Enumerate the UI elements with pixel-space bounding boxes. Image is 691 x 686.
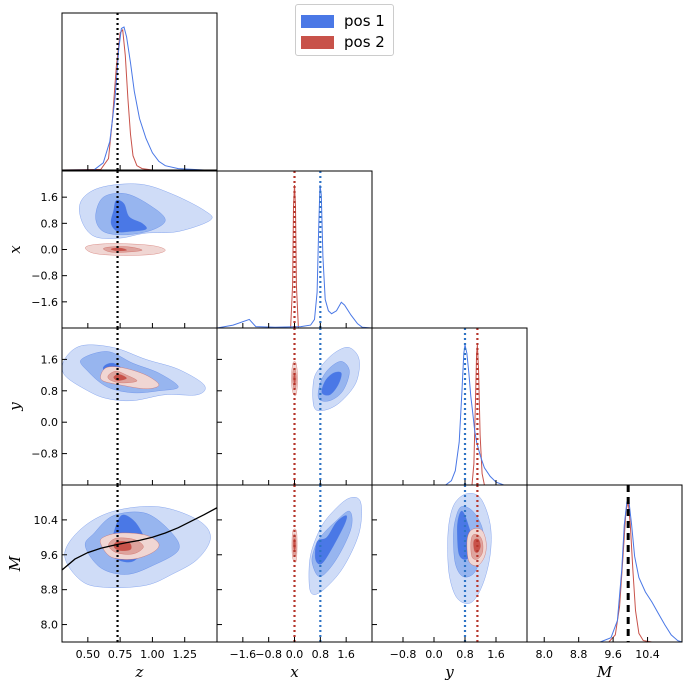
x-tick-label-z: 0.75 (108, 648, 133, 661)
panel-x-vs-z-contours (79, 183, 213, 256)
y-axis-label-y: y (6, 402, 24, 412)
x-tick-label-M: 9.6 (604, 648, 622, 661)
marginal-curve-pos-1 (62, 26, 217, 170)
contour-pos-1-level-3 (321, 371, 342, 396)
legend-swatch-pos-2 (301, 35, 334, 49)
marginal-curve-pos-2 (217, 184, 372, 328)
x-tick-label-z: 1.00 (140, 648, 165, 661)
panel-marginal-y-background (372, 328, 527, 485)
y-tick-label-y: −0.8 (31, 448, 58, 461)
x-tick-label-x: 1.6 (337, 648, 355, 661)
contour-pos-1-level-3 (110, 199, 147, 233)
x-tick-label-z: 0.50 (76, 648, 101, 661)
legend-label-pos-2: pos 2 (344, 33, 385, 51)
legend-label-pos-1: pos 1 (344, 12, 385, 30)
panel-marginal-M-background (527, 485, 682, 642)
panel-marginal-M-frame (526, 484, 683, 643)
y-axis-label-M: M (6, 555, 24, 572)
x-tick-label-x: 0.8 (312, 648, 330, 661)
x-axis-label-y: y (444, 663, 454, 681)
panel-y-vs-z-contours (62, 344, 206, 402)
x-tick-label-y: −0.8 (390, 648, 417, 661)
x-tick-label-x: −0.8 (255, 648, 282, 661)
y-tick-label-x: −0.8 (31, 270, 58, 283)
legend-item-pos-1: pos 1 (301, 11, 385, 31)
y-axis-label-x: x (6, 245, 24, 254)
y-tick-label-M: 8.8 (41, 584, 59, 597)
contour-pos-1-level-3 (314, 515, 348, 565)
y-tick-label-y: 1.6 (41, 353, 59, 366)
marginal-curve-pos-1 (372, 344, 527, 485)
relation-curve (62, 507, 217, 571)
x-tick-label-y: 0.8 (456, 648, 474, 661)
y-tick-label-M: 10.4 (34, 514, 59, 527)
y-tick-label-M: 9.6 (41, 549, 59, 562)
y-tick-label-x: 0.0 (41, 244, 59, 257)
y-tick-label-M: 8.0 (41, 619, 59, 632)
y-tick-label-y: 0.0 (41, 416, 59, 429)
y-tick-label-x: −1.6 (31, 296, 58, 309)
x-tick-label-y: 1.6 (487, 648, 505, 661)
x-axis-label-M: M (596, 663, 613, 681)
contour-pos-2-level-3 (110, 247, 127, 252)
panel-M-vs-y-contours (447, 493, 492, 604)
panel-marginal-z-background (62, 13, 217, 170)
marginal-curve-pos-2 (62, 28, 217, 170)
legend-swatch-pos-1 (301, 14, 334, 28)
x-axis-label-x: x (290, 663, 299, 681)
legend-item-pos-2: pos 2 (301, 32, 385, 52)
panel-y-vs-x-contours (291, 347, 360, 412)
legend: pos 1 pos 2 (295, 4, 394, 56)
panel-marginal-z-frame (61, 12, 218, 171)
y-tick-label-y: 0.8 (41, 385, 59, 398)
y-tick-label-x: 0.8 (41, 217, 59, 230)
x-tick-label-M: 8.0 (535, 648, 553, 661)
x-axis-label-z: z (135, 663, 144, 681)
x-tick-label-x: 0.0 (286, 648, 304, 661)
x-tick-label-z: 1.25 (172, 648, 197, 661)
x-tick-label-x: −1.6 (229, 648, 256, 661)
marginal-curve-pos-1 (527, 501, 682, 642)
panel-marginal-y-frame (371, 327, 528, 486)
x-tick-label-M: 8.8 (570, 648, 588, 661)
y-tick-label-x: 1.6 (41, 191, 59, 204)
panel-marginal-z-curves (62, 26, 217, 170)
x-tick-label-M: 10.4 (635, 648, 660, 661)
x-tick-label-y: 0.0 (425, 648, 443, 661)
